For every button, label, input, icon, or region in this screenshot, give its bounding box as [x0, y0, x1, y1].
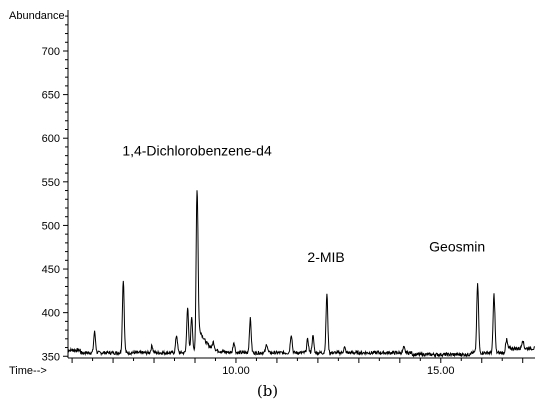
peak-markers — [95, 190, 523, 348]
y-tick-label: 400 — [42, 308, 60, 320]
figure-caption: (b) — [256, 382, 279, 400]
chromatogram-trace — [67, 190, 535, 359]
peak-annotation-label: 2-MIB — [307, 249, 344, 265]
y-tick-label: 600 — [42, 133, 60, 145]
x-axis-label: Time--> — [9, 365, 47, 377]
peak-annotations: 1,4-Dichlorobenzene-d4 2-MIB Geosmin — [122, 143, 485, 265]
y-axis-label: Abundance — [9, 10, 65, 22]
y-tick-label: 450 — [42, 264, 60, 276]
ticks: 350 400 450 500 550 600 650 700 10.00 15.00 — [42, 15, 524, 377]
peak-annotation-label: Geosmin — [429, 239, 485, 255]
y-tick-label: 550 — [42, 177, 60, 189]
y-tick-label: 650 — [42, 90, 60, 102]
x-tick-label: 15.00 — [427, 365, 455, 377]
y-tick-label: 700 — [42, 46, 60, 58]
x-tick-label: 10.00 — [222, 365, 250, 377]
peak-annotation-label: 1,4-Dichlorobenzene-d4 — [122, 143, 272, 159]
axes — [67, 10, 535, 359]
y-tick-label: 350 — [42, 351, 60, 363]
y-tick-label: 500 — [42, 220, 60, 232]
